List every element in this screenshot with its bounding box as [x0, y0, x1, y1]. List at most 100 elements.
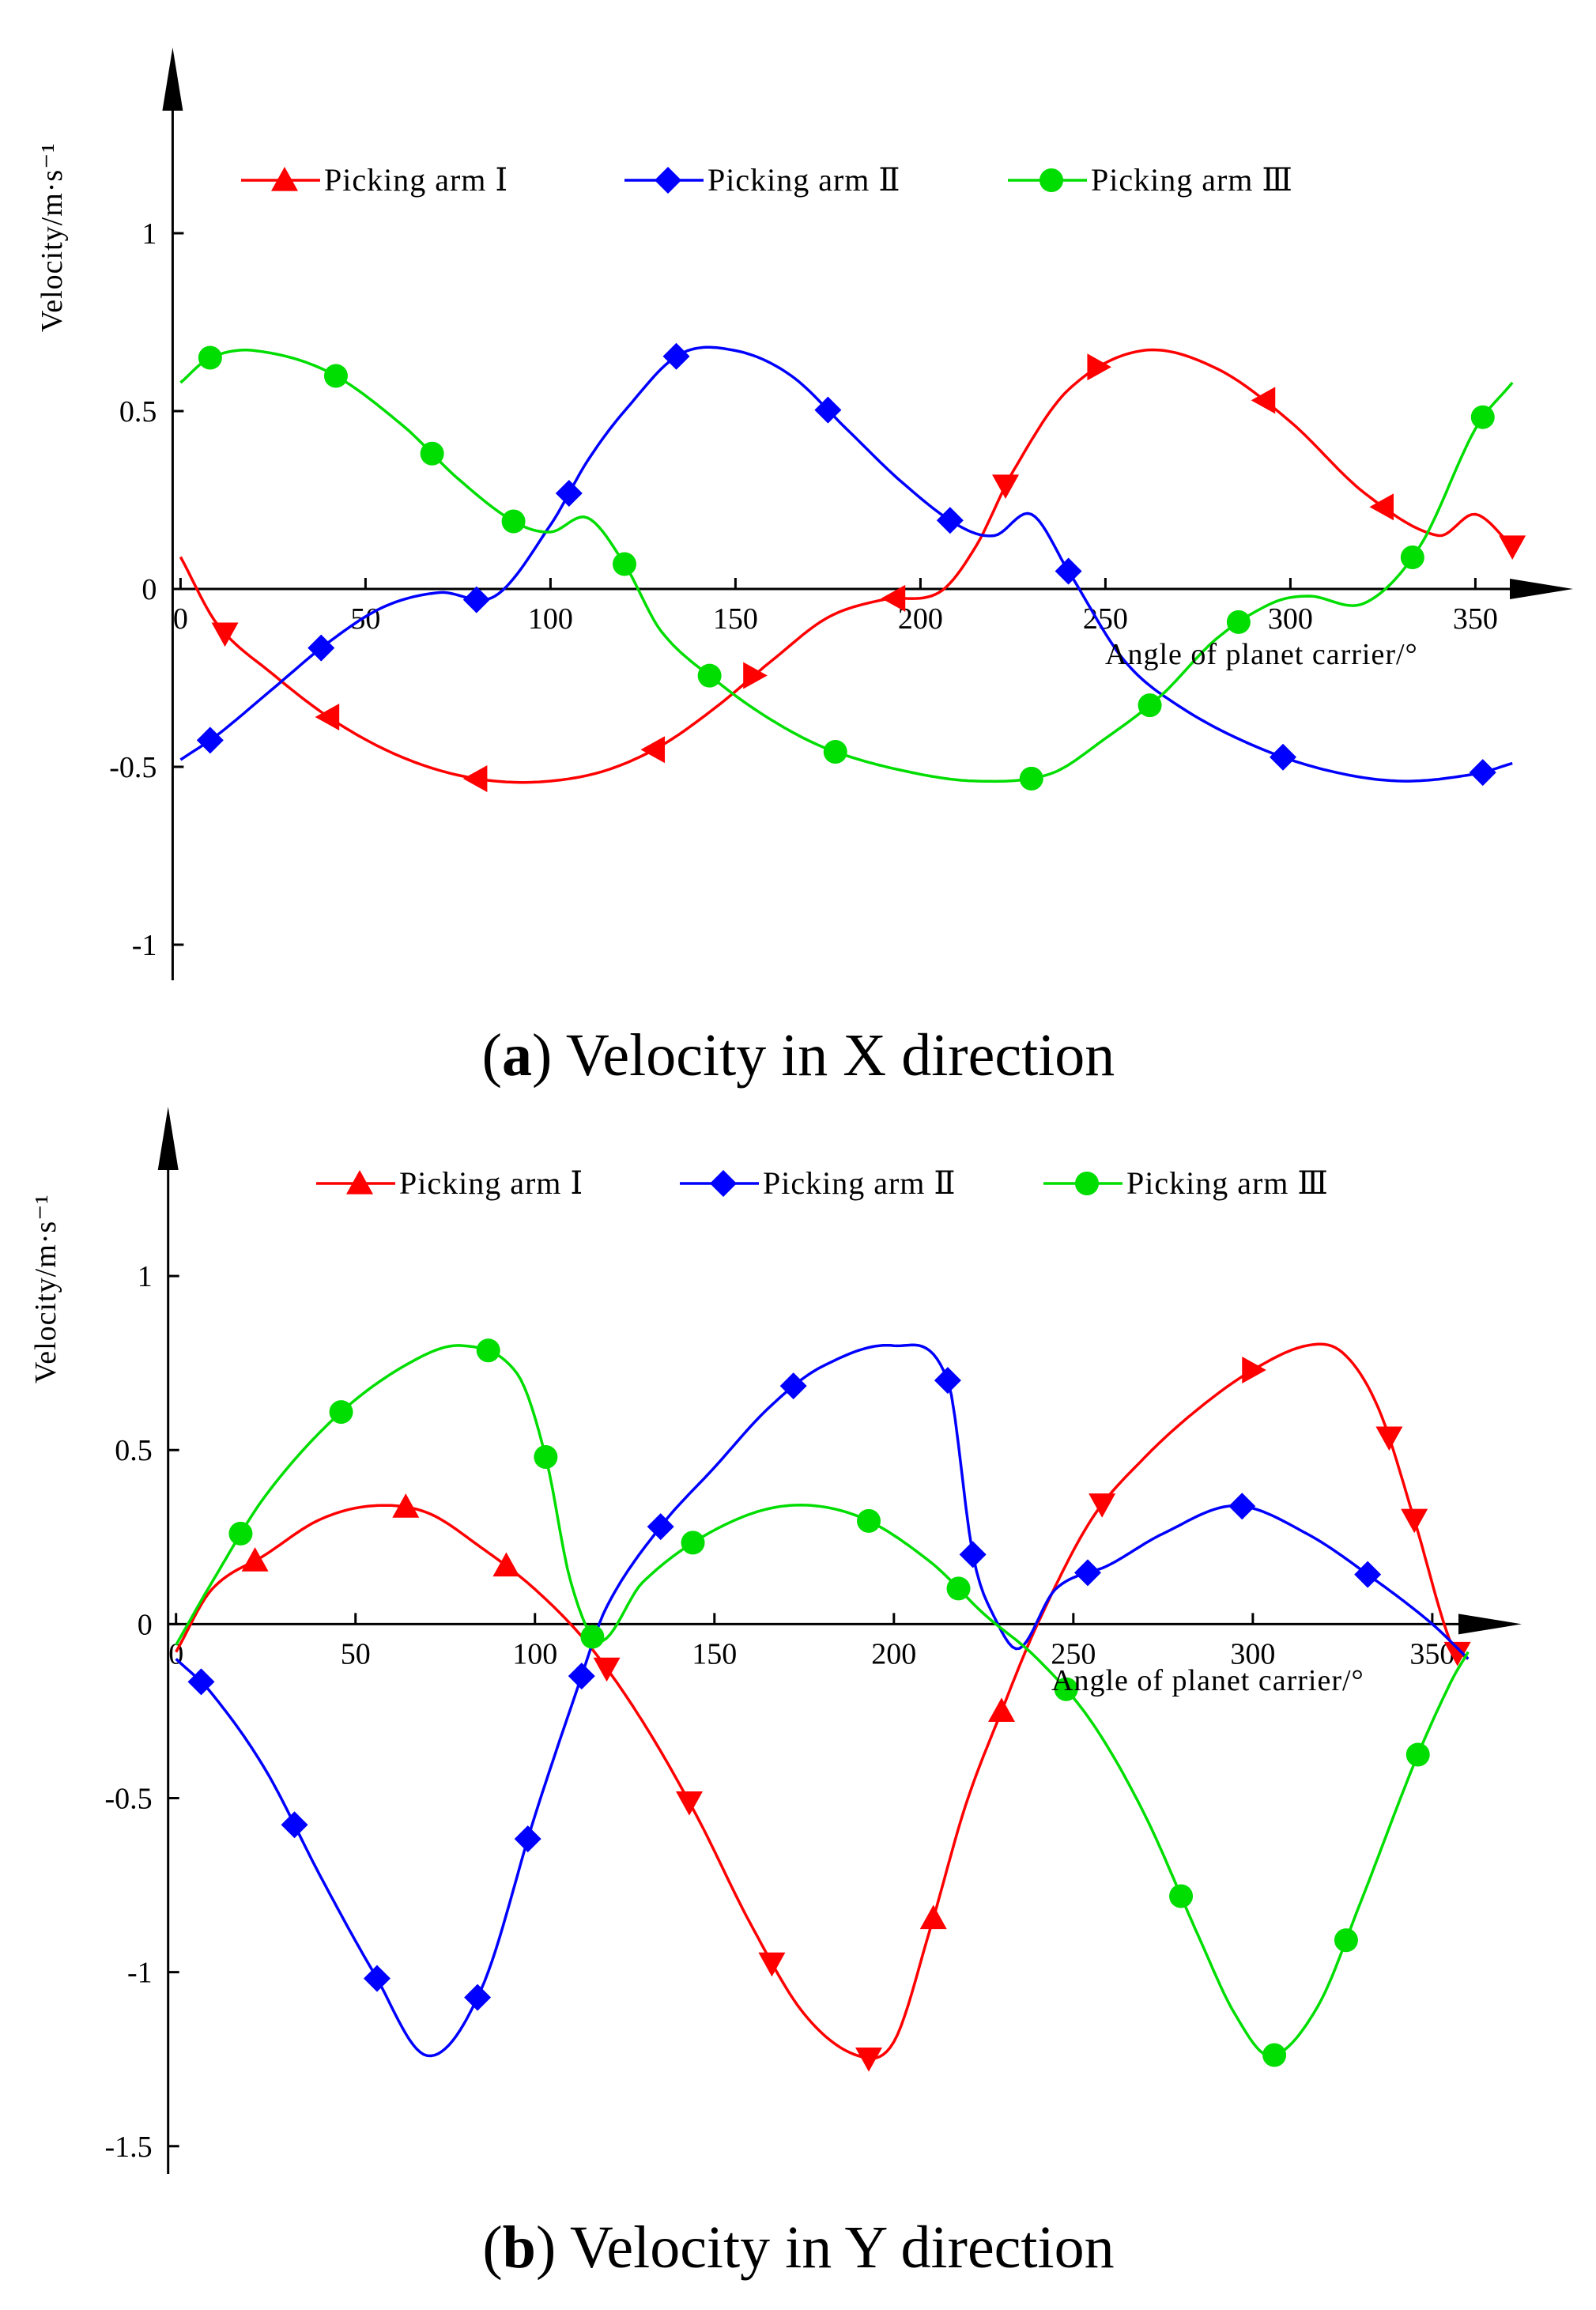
- x-tick-label: 150: [692, 1637, 737, 1670]
- y-tick-label: 1: [141, 217, 157, 251]
- data-point-marker: [1242, 1356, 1266, 1383]
- x-tick-label: 100: [512, 1637, 557, 1670]
- panel-b-x-axis-title: Angle of planet carrier/°: [1051, 1664, 1364, 1697]
- series-line: [175, 1344, 1470, 2058]
- data-point-marker: [492, 1552, 520, 1577]
- x-tick-label: 200: [898, 602, 943, 636]
- legend-marker: [710, 1170, 737, 1197]
- legend-label: Picking arm Ⅰ: [399, 1165, 583, 1201]
- y-tick-label: 0: [138, 1608, 153, 1641]
- data-point-marker: [1169, 1884, 1194, 1908]
- data-point-marker: [881, 584, 906, 612]
- series-3: [179, 345, 1514, 791]
- data-point-marker: [681, 1531, 705, 1555]
- panel-b-axes: [157, 1107, 1522, 2174]
- panel-b-legend: Picking arm Ⅰ Picking arm Ⅱ Picking arm Ⅲ: [316, 1165, 1329, 1201]
- data-point-marker: [555, 479, 583, 507]
- data-point-marker: [228, 1521, 253, 1546]
- x-tick-label: 350: [1453, 602, 1498, 636]
- y-axis-arrow: [162, 47, 183, 111]
- data-point-marker: [241, 1547, 269, 1572]
- panel-a-series: [179, 342, 1526, 792]
- data-point-marker: [919, 1904, 947, 1930]
- series-line: [179, 348, 1514, 784]
- data-point-marker: [814, 396, 842, 424]
- legend-marker: [1075, 1172, 1099, 1195]
- data-point-marker: [1443, 1641, 1471, 1666]
- data-point-marker: [934, 1367, 961, 1395]
- panel-b-velocity-y: 10.50-0.5-1-1.50 50 100 150 200 250 300 350 Pic…: [29, 1107, 1522, 2281]
- legend-item-2: Picking arm Ⅱ: [680, 1165, 956, 1201]
- panel-a-y-axis-title: Velocity/m·s⁻¹: [36, 142, 69, 332]
- data-point-marker: [855, 2047, 883, 2072]
- data-point-marker: [647, 1513, 674, 1541]
- data-point-marker: [1055, 557, 1082, 585]
- panel-a-caption-text: ) Velocity in X direction: [532, 1022, 1115, 1089]
- legend-item-3: Picking arm Ⅲ: [1043, 1165, 1329, 1201]
- data-point-marker: [857, 1508, 881, 1533]
- x-axis-arrow: [1458, 1614, 1522, 1635]
- panel-b-series: [175, 1338, 1471, 2072]
- y-tick-label: 0: [141, 573, 157, 606]
- legend-label: Picking arm Ⅲ: [1126, 1165, 1329, 1201]
- panel-a-velocity-x: 10.50-0.5-10 50 100 150 200 250 300 350 Picking…: [36, 47, 1573, 1089]
- data-point-marker: [662, 342, 690, 370]
- data-point-marker: [1228, 1493, 1256, 1520]
- data-point-marker: [281, 1811, 308, 1839]
- y-tick-label: -0.5: [109, 751, 157, 784]
- panel-b-y-axis-title: Velocity/m·s⁻¹: [29, 1194, 62, 1383]
- data-point-marker: [1251, 387, 1276, 414]
- panel-b-caption: (b) Velocity in Y direction: [482, 2214, 1114, 2281]
- data-point-marker: [464, 1984, 492, 2011]
- data-point-marker: [501, 509, 526, 534]
- data-point-marker: [196, 727, 224, 754]
- data-point-marker: [1354, 1561, 1382, 1588]
- data-point-marker: [462, 765, 488, 792]
- data-point-marker: [568, 1663, 595, 1690]
- legend-label: Picking arm Ⅰ: [324, 162, 508, 198]
- panel-a-tick-labels: 10.50-0.5-10 50 100 150 200 250 300 350: [109, 217, 1498, 962]
- data-point-marker: [743, 662, 768, 689]
- x-tick-label: 50: [350, 602, 380, 636]
- legend-marker: [271, 167, 298, 191]
- panel-b-caption-text: ) Velocity in Y direction: [536, 2214, 1115, 2281]
- data-point-marker: [640, 736, 666, 764]
- data-point-marker: [1262, 2043, 1287, 2067]
- data-point-marker: [1469, 759, 1496, 787]
- data-point-marker: [580, 1625, 605, 1649]
- series-line: [179, 349, 1514, 783]
- data-point-marker: [988, 1697, 1016, 1723]
- panel-a-axes: [162, 47, 1573, 980]
- x-tick-label: 50: [341, 1637, 371, 1670]
- data-point-marker: [315, 704, 340, 730]
- data-point-marker: [676, 1791, 703, 1816]
- panel-a-caption-open: (: [482, 1022, 502, 1089]
- y-tick-label: 0.5: [119, 395, 157, 428]
- legend-item-2: Picking arm Ⅱ: [624, 162, 900, 198]
- series-line: [179, 345, 1513, 783]
- panel-a-caption: (a) Velocity in X direction: [482, 1022, 1115, 1089]
- legend-marker: [1039, 168, 1063, 192]
- data-point-marker: [1089, 1493, 1116, 1518]
- series-3: [175, 1338, 1470, 2067]
- x-tick-label: 300: [1268, 602, 1313, 636]
- data-point-marker: [697, 663, 722, 688]
- x-tick-label: 100: [528, 602, 573, 636]
- panel-b-caption-letter: b: [503, 2214, 536, 2281]
- data-point-marker: [514, 1825, 541, 1853]
- y-tick-label: 1: [138, 1260, 153, 1293]
- y-tick-label: 0.5: [115, 1434, 153, 1467]
- legend-item-1: Picking arm Ⅰ: [316, 1165, 583, 1201]
- data-point-marker: [1138, 693, 1162, 718]
- legend-item-3: Picking arm Ⅲ: [1008, 162, 1293, 198]
- data-point-marker: [758, 1952, 786, 1977]
- legend-label: Picking arm Ⅲ: [1091, 162, 1293, 198]
- series-line: [175, 1343, 1470, 2058]
- data-point-marker: [959, 1541, 987, 1568]
- data-point-marker: [420, 441, 444, 466]
- x-tick-label: 250: [1051, 1637, 1096, 1670]
- data-point-marker: [1470, 405, 1495, 429]
- data-point-marker: [534, 1445, 558, 1470]
- data-point-marker: [462, 586, 490, 613]
